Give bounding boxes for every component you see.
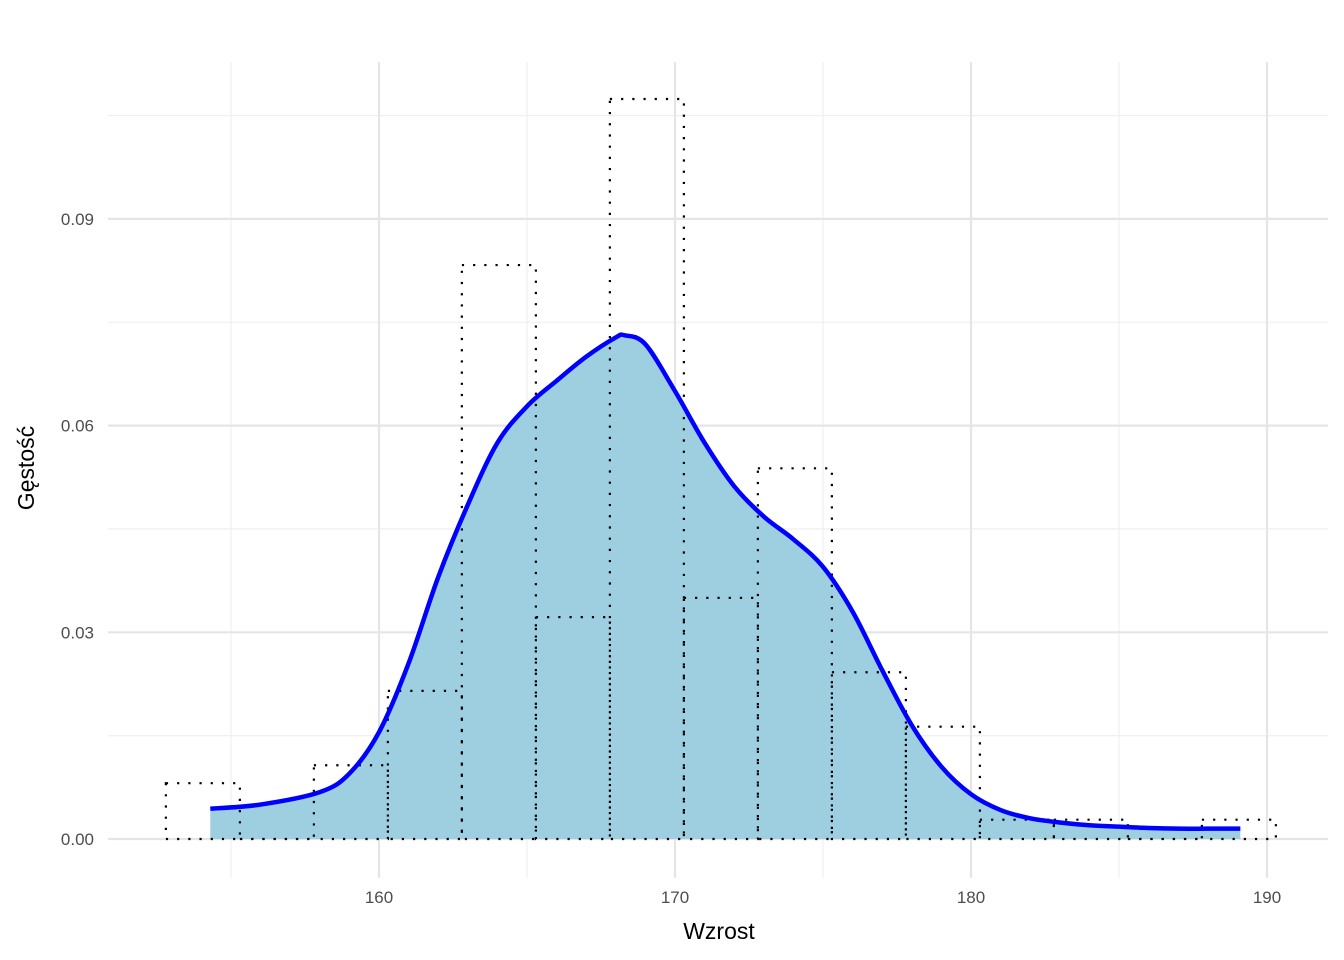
histogram-bar	[830, 671, 907, 841]
x-axis-tick-labels: 160 170 180 190	[365, 888, 1281, 907]
y-tick-label: 0.03	[61, 623, 94, 642]
density-curve	[210, 332, 1241, 831]
histogram-bar	[460, 263, 537, 841]
x-tick-label: 160	[365, 888, 393, 907]
histogram-bars	[164, 97, 1277, 841]
x-tick-label: 170	[661, 888, 689, 907]
histogram-bar	[386, 689, 463, 841]
y-tick-label: 0.00	[61, 830, 94, 849]
y-tick-label: 0.09	[61, 210, 94, 229]
histogram-bar	[756, 467, 833, 841]
histogram-bar	[312, 764, 389, 841]
y-axis-tick-labels: 0.00 0.03 0.06 0.09	[61, 210, 94, 849]
x-tick-label: 190	[1253, 888, 1281, 907]
y-axis-title: Gęstość	[13, 426, 39, 510]
histogram-bar	[164, 782, 241, 841]
density-area-fill	[210, 334, 1241, 839]
x-axis-title: Wzrost	[683, 918, 755, 944]
y-tick-label: 0.06	[61, 417, 94, 436]
x-tick-label: 180	[957, 888, 985, 907]
